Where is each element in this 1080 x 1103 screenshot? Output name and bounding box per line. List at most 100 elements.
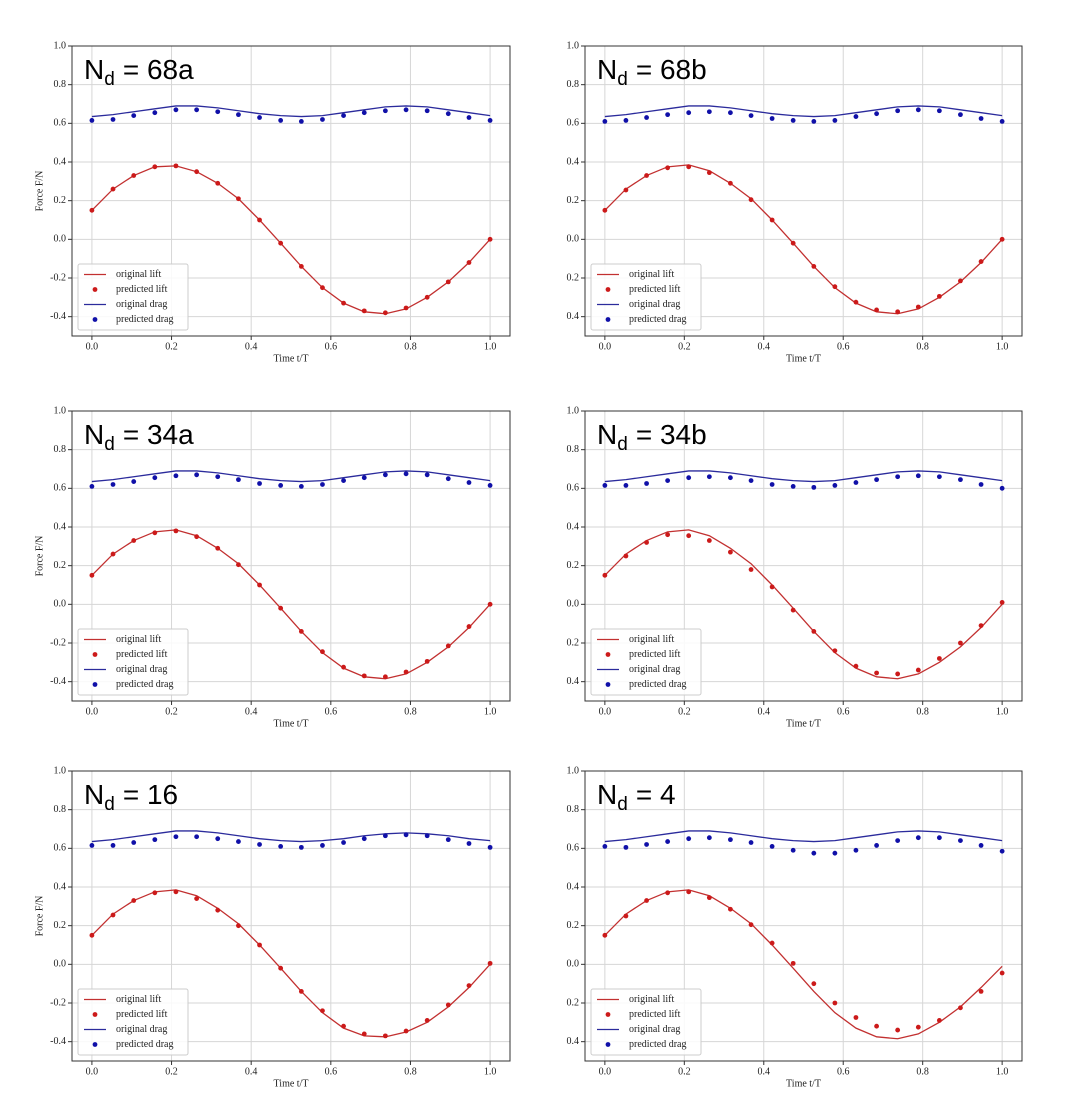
y-tick-label: 1.0 — [54, 765, 67, 776]
subplot: 0.4 0.2 0.0 0.2 0.4 0.6 0.8 1.0 0.0 0.2 0.4 0.6 0.8 1… — [567, 405, 1023, 729]
series-point — [748, 113, 754, 118]
axes-frame — [71, 410, 511, 702]
series-point — [89, 932, 95, 938]
series-point — [936, 108, 942, 114]
x-tick-label: 0.6 — [325, 1066, 338, 1077]
series-point — [361, 836, 367, 842]
title-symbol: N — [84, 54, 104, 85]
subplot: -0.4 -0.2 0.0 0.2 0.4 0.6 0.8 1.0 0.0 0.2 0.4 0.6 0.… — [34, 405, 511, 729]
series-point — [341, 664, 346, 670]
series-point — [790, 847, 796, 853]
title-value: = 68a — [123, 54, 194, 85]
x-axis-label: Time t/T — [786, 718, 821, 729]
series-point — [999, 485, 1005, 491]
series-point — [874, 1023, 879, 1029]
legend-box — [590, 988, 702, 1056]
series-point — [152, 837, 158, 843]
series-point — [298, 484, 304, 489]
y-tick-label: 0.0 — [567, 959, 580, 970]
series-point — [999, 848, 1005, 854]
series-point — [978, 843, 984, 848]
series-point — [686, 164, 692, 170]
series-point — [361, 308, 367, 314]
series-point — [487, 118, 493, 123]
x-tick-label: 1.0 — [996, 706, 1009, 717]
y-tick-label: 0.4 — [567, 311, 580, 322]
series-point — [665, 478, 671, 483]
series-point — [999, 600, 1005, 605]
subplot-title: Nd = 4 — [597, 779, 676, 815]
y-tick-label: 0.4 — [567, 521, 580, 532]
x-tick-label: 1.0 — [484, 706, 497, 717]
legend-point — [92, 1012, 98, 1017]
x-tick-label: 0.8 — [916, 706, 929, 717]
series-point — [341, 1023, 346, 1029]
series-point — [424, 472, 430, 478]
series-point — [853, 480, 859, 485]
legend-point — [605, 682, 611, 687]
series-line — [91, 889, 491, 1038]
series-point — [424, 833, 430, 839]
x-tick-label: 1.0 — [484, 1066, 497, 1077]
legend-label: predicted drag — [629, 679, 686, 690]
series-point — [811, 981, 817, 987]
legend-label: original drag — [629, 664, 680, 675]
series-point — [748, 567, 754, 572]
title-value: = 68b — [636, 54, 707, 85]
series-point — [298, 844, 304, 850]
series-point — [686, 889, 692, 895]
series-point — [644, 540, 649, 545]
series-point — [874, 307, 879, 313]
x-tick-label: 0.6 — [325, 706, 338, 717]
x-axis-label: Time t/T — [786, 353, 821, 364]
series-point — [152, 530, 158, 536]
y-tick-label: 0.6 — [54, 843, 67, 854]
x-tick-label: 0.8 — [404, 341, 417, 352]
legend-label: predicted lift — [629, 649, 681, 660]
series-point — [623, 913, 629, 919]
y-tick-label: 0.6 — [567, 118, 580, 129]
series-point — [853, 299, 859, 305]
legend-point — [92, 1042, 98, 1047]
legend-label: predicted lift — [629, 284, 681, 295]
x-tick-label: 0.4 — [758, 341, 771, 352]
legend-label: predicted drag — [629, 1039, 686, 1050]
series-point — [89, 484, 95, 489]
legend: original lift predicted lift original drag… — [590, 988, 702, 1056]
series-point — [361, 673, 367, 679]
series-point — [445, 111, 451, 117]
legend-label: original lift — [629, 634, 674, 645]
legend-label: original drag — [116, 1024, 167, 1035]
series-point — [278, 240, 284, 246]
title-value: = 4 — [636, 779, 676, 810]
y-axis-label: Force F/N — [34, 896, 45, 937]
series-point — [236, 196, 241, 202]
series-point — [341, 840, 346, 845]
series-point — [665, 890, 671, 896]
title-subscript: d — [617, 69, 628, 90]
series-point — [194, 169, 200, 175]
x-tick-label: 0.0 — [86, 706, 99, 717]
series-point — [686, 533, 692, 539]
series-line — [91, 529, 491, 680]
y-tick-label: -0.2 — [50, 272, 66, 283]
series-line — [91, 105, 491, 118]
y-tick-label: 0.2 — [54, 920, 67, 931]
series-point — [874, 843, 879, 848]
series-point — [215, 474, 221, 480]
legend-label: predicted lift — [116, 284, 168, 295]
series-point — [706, 895, 712, 901]
series-point — [236, 839, 241, 844]
series-point — [978, 116, 984, 121]
series-point — [257, 582, 262, 588]
legend-point — [92, 682, 98, 687]
legend-point — [92, 652, 98, 657]
series-point — [173, 834, 179, 840]
series-point — [686, 836, 692, 842]
x-tick-label: 0.0 — [86, 341, 99, 352]
y-tick-label: 0.6 — [54, 118, 67, 129]
series-point — [644, 898, 649, 903]
series-point — [915, 107, 921, 113]
series-point — [131, 173, 137, 178]
